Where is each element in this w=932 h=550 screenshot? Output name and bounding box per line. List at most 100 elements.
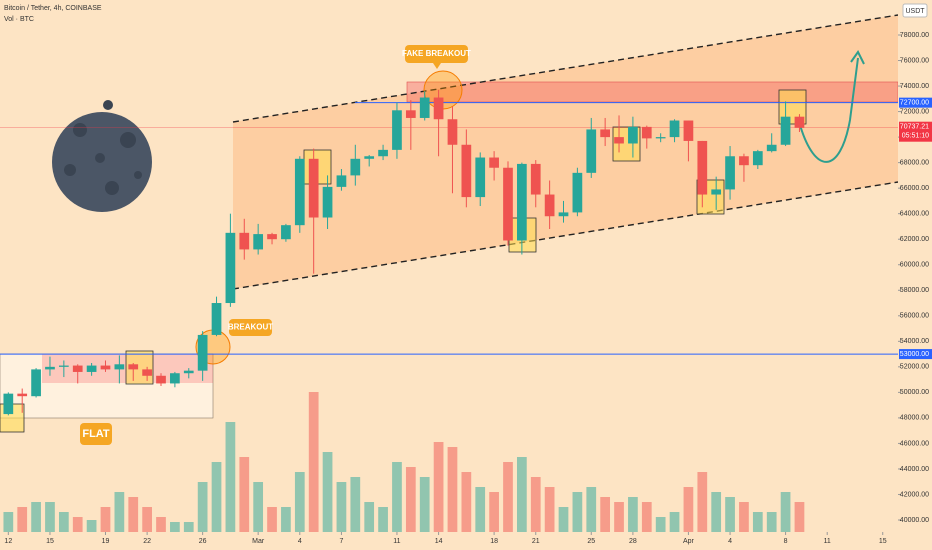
- x-tick-label: 7: [339, 538, 343, 545]
- volume-bar: [419, 477, 430, 532]
- volume-bar: [558, 507, 569, 532]
- symbol: Bitcoin / Tether, 4h, COINBASE: [4, 5, 102, 12]
- volume-bar: [239, 457, 250, 532]
- volume-bar: [530, 477, 541, 532]
- candle-body: [641, 126, 652, 139]
- candle-body: [86, 365, 97, 372]
- volume-bar: [197, 482, 208, 532]
- volume-bar: [72, 517, 83, 532]
- candle-body: [31, 369, 41, 397]
- x-tick-label: 11: [824, 538, 831, 545]
- candle-body: [128, 364, 139, 370]
- candle-body: [697, 140, 708, 195]
- volume-bar: [378, 507, 388, 532]
- volume-bar: [267, 507, 277, 532]
- volume-bar: [211, 462, 222, 532]
- annotation: BREAKOUT: [228, 323, 273, 332]
- candle-body: [58, 365, 69, 367]
- x-tick-label: 15: [46, 538, 54, 545]
- x-tick-label: 26: [199, 538, 207, 545]
- volume-bar: [503, 462, 513, 532]
- candle-body: [225, 232, 236, 304]
- y-tick-label: 54000.00: [900, 338, 929, 345]
- x-tick-label: 12: [4, 538, 12, 545]
- y-tick-label: 44000.00: [900, 466, 929, 473]
- y-tick-label: 62000.00: [900, 236, 929, 243]
- candle-body: [183, 370, 194, 374]
- candle-body: [530, 163, 541, 195]
- volume-bar: [739, 502, 749, 532]
- crater: [95, 153, 105, 163]
- x-tick-label: 11: [393, 538, 400, 545]
- volume-bar: [225, 422, 236, 532]
- volume-bar: [142, 507, 152, 532]
- y-tick-label: 58000.00: [900, 287, 929, 294]
- volume-bar: [336, 482, 347, 532]
- candle-body: [100, 365, 111, 370]
- price-badge: [899, 97, 932, 108]
- candle-body: [572, 172, 583, 213]
- y-tick-label: 76000.00: [900, 57, 929, 64]
- volume-bar: [58, 512, 69, 532]
- last-price-label: 70737.21: [900, 124, 929, 131]
- marks: [0, 89, 898, 532]
- x-tick-label: 28: [629, 538, 637, 545]
- volume-bar: [128, 497, 139, 532]
- crater: [103, 100, 113, 110]
- volume-bar: [294, 472, 305, 532]
- volume-bar: [392, 462, 402, 532]
- candle-body: [655, 137, 666, 139]
- y-tick-label: 52000.00: [900, 364, 929, 371]
- candle-body: [475, 157, 486, 198]
- candle-body: [378, 149, 388, 157]
- volume-bar: [31, 502, 41, 532]
- candle-body: [211, 303, 222, 335]
- candle-body: [281, 225, 291, 240]
- volume-bar: [17, 507, 28, 532]
- candle-body: [725, 156, 735, 190]
- volume-bar: [170, 522, 180, 532]
- currency-box: [902, 3, 928, 18]
- volume-bar: [183, 522, 194, 532]
- volume-bar: [350, 477, 361, 532]
- x-tick-label: 25: [587, 538, 595, 545]
- y-tick-label: 40000.00: [900, 517, 929, 524]
- volume-bar: [780, 492, 791, 532]
- volume-bar: [100, 507, 111, 532]
- candle-body: [294, 158, 305, 226]
- candle-body: [780, 116, 791, 145]
- annotation-box: [229, 319, 272, 336]
- candle-body: [405, 110, 416, 118]
- channel-fill: [233, 15, 898, 289]
- last-price-badge: [899, 121, 932, 142]
- volume-bar: [447, 447, 458, 532]
- arrow-head: [850, 50, 865, 65]
- axis-layer: 40000.00 42000.00 44000.00 46000.00 48000.00…: [4, 32, 932, 545]
- candle-body: [45, 366, 55, 370]
- volume-bar: [433, 442, 444, 532]
- y-tick-label: 46000.00: [900, 440, 929, 447]
- candle-body: [336, 175, 347, 187]
- annotation-box: [405, 45, 468, 63]
- y-tick-label: 66000.00: [900, 185, 929, 192]
- time-axis: [0, 532, 932, 550]
- indicator: Vol · BTC: [4, 16, 34, 23]
- volume-bar: [489, 492, 499, 532]
- candle-body: [586, 129, 597, 173]
- price-badge-label: 72700.00: [900, 99, 929, 106]
- candle-body: [517, 163, 527, 241]
- x-tick-label: 22: [143, 538, 151, 545]
- candle-body: [711, 189, 722, 195]
- volume-bar: [45, 502, 55, 532]
- volume-bar: [253, 482, 264, 532]
- x-tick-label: 19: [102, 538, 110, 545]
- annotation-pointer: [433, 63, 441, 69]
- x-tick-label: 21: [532, 538, 540, 545]
- volume-bar: [794, 502, 805, 532]
- channel-top: [232, 14, 899, 123]
- candle-body: [364, 156, 375, 159]
- candle-body: [669, 120, 680, 138]
- candle-body: [253, 234, 264, 250]
